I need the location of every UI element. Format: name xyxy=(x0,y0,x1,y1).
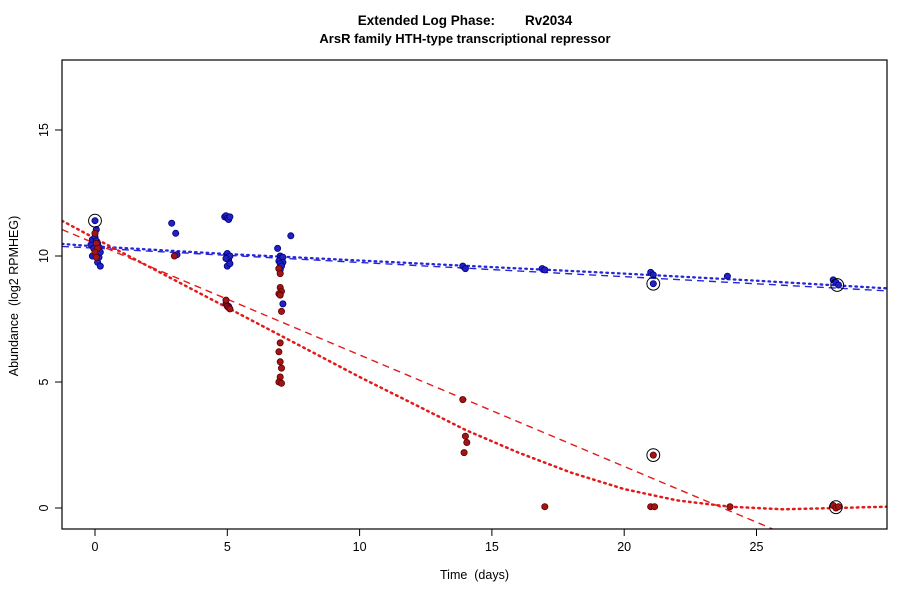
x-tick-label: 5 xyxy=(224,540,231,554)
red-condition-point xyxy=(92,253,100,261)
red-condition-point xyxy=(277,379,285,387)
y-tick-label: 10 xyxy=(37,249,51,263)
outlier-marker xyxy=(88,213,102,228)
blue-condition-point xyxy=(461,265,469,273)
plot-box xyxy=(61,59,888,530)
red-condition-point xyxy=(170,252,178,260)
blue-condition-point xyxy=(274,244,282,252)
red-condition-point xyxy=(276,358,284,366)
red-condition-point xyxy=(651,503,659,511)
blue-condition-point xyxy=(649,271,657,279)
red-dashed-fit xyxy=(62,228,773,529)
x-tick-label: 15 xyxy=(485,540,499,554)
red-condition-point xyxy=(276,291,284,299)
blue-condition-point xyxy=(279,300,287,308)
outlier-marker xyxy=(829,500,843,515)
red-condition-point xyxy=(460,449,468,457)
outlier-marker xyxy=(646,276,661,291)
red-condition-point xyxy=(276,339,284,347)
blue-condition-point xyxy=(649,280,657,288)
blue-condition-point xyxy=(835,281,843,289)
blue-condition-point xyxy=(287,232,295,240)
blue-condition-point xyxy=(541,266,549,274)
x-tick-label: 25 xyxy=(750,540,764,554)
x-tick-label: 10 xyxy=(353,540,367,554)
blue-condition-point xyxy=(222,254,230,262)
red-condition-point xyxy=(277,307,285,315)
red-condition-point xyxy=(541,503,549,511)
blue-condition-point xyxy=(96,262,104,270)
red-dotted-fit xyxy=(62,219,887,511)
red-condition-point xyxy=(277,364,285,372)
y-tick-label: 15 xyxy=(37,123,51,137)
y-tick-label: 0 xyxy=(37,504,51,511)
x-axis-label: Time (days) xyxy=(440,568,509,582)
blue-dotted-fit xyxy=(62,242,887,290)
blue-dashed-fit xyxy=(62,245,887,292)
y-tick-label: 5 xyxy=(37,378,51,385)
blue-condition-point xyxy=(168,219,176,227)
chart-title: Extended Log Phase: Rv2034 xyxy=(357,13,573,28)
red-condition-point xyxy=(649,451,657,459)
blue-condition-point xyxy=(226,260,234,268)
outlier-marker xyxy=(646,448,661,463)
blue-condition-point xyxy=(172,229,180,237)
red-condition-point xyxy=(276,270,284,278)
red-condition-point xyxy=(726,503,734,511)
blue-condition-point xyxy=(91,217,99,225)
blue-condition-point xyxy=(723,272,731,280)
red-condition-point xyxy=(275,348,283,356)
red-condition-point xyxy=(835,503,843,511)
chart-subtitle: ArsR family HTH-type transcriptional rep… xyxy=(319,31,611,46)
red-condition-point xyxy=(91,229,99,237)
x-tick-label: 20 xyxy=(617,540,631,554)
red-condition-point xyxy=(461,432,469,440)
red-condition-point xyxy=(459,396,467,404)
red-condition-point xyxy=(222,296,230,304)
blue-condition-point xyxy=(226,213,234,221)
red-condition-point xyxy=(226,305,234,313)
outlier-marker xyxy=(830,278,845,292)
red-condition-point xyxy=(463,438,471,446)
x-tick-label: 0 xyxy=(92,540,99,554)
